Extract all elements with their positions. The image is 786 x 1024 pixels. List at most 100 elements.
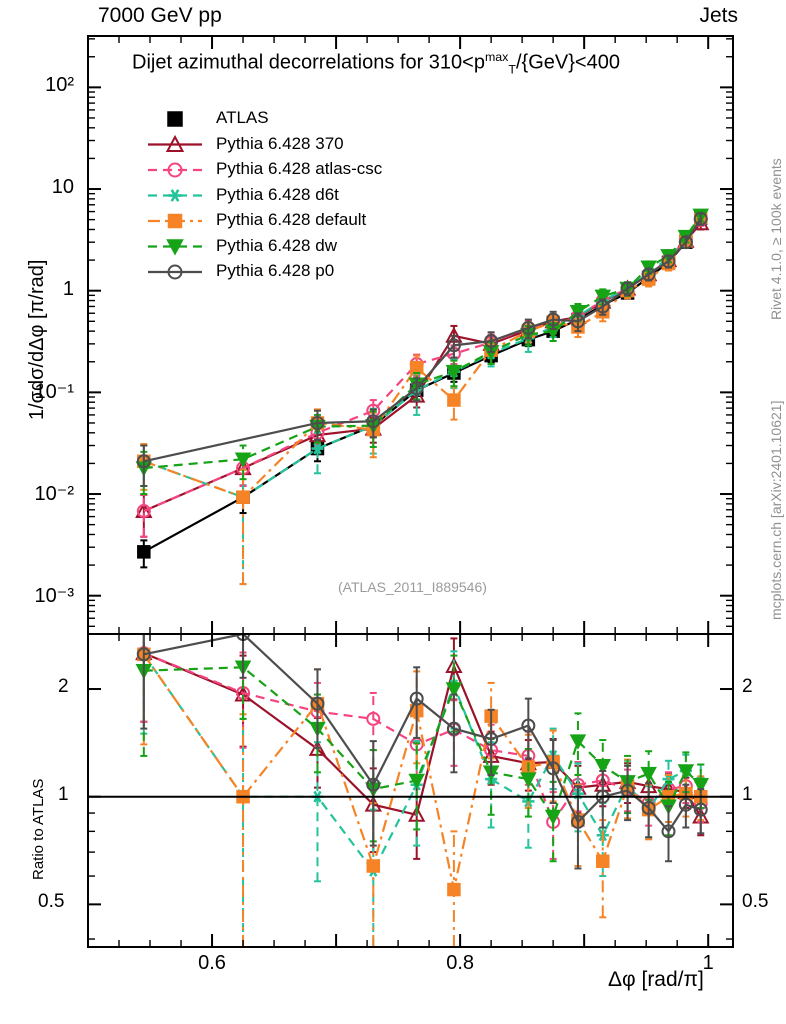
data-point-marker xyxy=(520,772,537,788)
data-point-marker xyxy=(521,718,536,733)
data-point-marker xyxy=(661,254,676,269)
data-point-marker xyxy=(446,338,461,353)
series-line xyxy=(143,214,702,470)
data-point-marker xyxy=(167,213,183,229)
data-point-marker xyxy=(136,504,151,519)
plot-title-main: Dijet azimuthal decorrelations for 310<p xyxy=(132,51,485,74)
data-point-marker xyxy=(366,777,381,792)
ratio-panel-series xyxy=(135,634,710,947)
data-point-marker xyxy=(445,682,463,698)
data-point-marker xyxy=(570,814,585,829)
data-point-marker xyxy=(569,734,587,750)
y-tick-label-main: 10⁻² xyxy=(34,483,74,506)
series-line xyxy=(143,216,702,499)
series-group xyxy=(136,634,708,870)
data-point-marker xyxy=(620,281,635,296)
legend-label-p370[interactable]: Pythia 6.428 370 xyxy=(216,133,344,153)
data-point-marker xyxy=(366,414,381,429)
data-point-marker xyxy=(544,809,562,826)
y-tick-label-main: 10² xyxy=(45,74,74,97)
data-point-marker xyxy=(546,761,561,776)
data-point-marker xyxy=(693,211,708,226)
series-line xyxy=(143,217,702,553)
main-panel-frame xyxy=(87,35,734,635)
y-tick-label-ratio-right: 0.5 xyxy=(742,891,769,913)
data-point-marker xyxy=(641,800,656,815)
data-point-marker xyxy=(661,824,676,839)
legend-label-dw[interactable]: Pythia 6.428 dw xyxy=(216,235,337,255)
data-point-marker xyxy=(678,797,693,812)
data-point-marker xyxy=(409,691,424,706)
series-line xyxy=(142,653,701,890)
data-point-marker xyxy=(484,334,499,349)
analysis-watermark: (ATLAS_2011_I889546) xyxy=(338,579,487,595)
y-tick-label-ratio-right: 1 xyxy=(742,783,753,805)
axes-frame xyxy=(87,35,734,948)
x-tick-label: 1 xyxy=(702,952,714,974)
y-tick-label-main: 10⁻¹ xyxy=(34,381,74,404)
data-point-marker xyxy=(310,696,325,711)
plot-title-tail: /{GeV}<400 xyxy=(515,51,620,74)
x-tick-label: 0.8 xyxy=(446,952,475,974)
y-tick-label-main: 1 xyxy=(62,277,74,300)
data-point-marker xyxy=(409,360,424,375)
data-point-marker xyxy=(136,454,151,469)
series-line xyxy=(142,653,702,874)
data-point-marker xyxy=(484,731,499,746)
plot-title: Dijet azimuthal decorrelations for 310<p… xyxy=(132,50,620,77)
data-point-marker xyxy=(137,545,151,559)
y-tick-label-ratio-left: 2 xyxy=(58,676,69,698)
data-point-marker xyxy=(310,415,325,430)
y-tick-label-ratio-right: 2 xyxy=(742,676,753,698)
series-group xyxy=(135,634,710,860)
data-point-marker xyxy=(546,312,561,327)
data-point-marker xyxy=(445,656,463,673)
data-point-marker xyxy=(692,777,710,794)
data-point-marker xyxy=(366,859,381,873)
series-line xyxy=(143,666,702,820)
data-point-marker xyxy=(570,314,585,329)
y-tick-label-main: 10⁻³ xyxy=(34,584,74,607)
data-point-marker xyxy=(366,711,381,726)
legend-label-d6t[interactable]: Pythia 6.428 d6t xyxy=(216,184,339,204)
data-point-marker xyxy=(311,442,324,455)
data-point-marker xyxy=(136,647,151,662)
data-point-marker xyxy=(166,239,184,256)
data-point-marker xyxy=(594,289,612,305)
series-line xyxy=(143,215,702,499)
main-panel-series xyxy=(135,208,710,586)
y-tick-label-main: 10 xyxy=(51,176,74,199)
plot-title-superscript: max xyxy=(484,50,509,64)
data-point-marker xyxy=(594,759,612,775)
data-point-marker xyxy=(408,773,425,790)
header-beam-label: 7000 GeV pp xyxy=(98,4,222,27)
data-point-marker xyxy=(168,189,182,202)
data-point-marker xyxy=(447,882,461,897)
data-point-marker xyxy=(595,299,610,314)
series-line xyxy=(143,652,702,825)
data-point-marker xyxy=(236,490,250,504)
data-point-marker xyxy=(678,235,693,250)
legend-label-default[interactable]: Pythia 6.428 default xyxy=(216,210,367,229)
legend-label-atlas[interactable]: ATLAS xyxy=(216,108,269,127)
ratio-panel-frame xyxy=(87,633,734,948)
data-point-marker xyxy=(167,111,183,127)
legend-label-atlas_csc[interactable]: Pythia 6.428 atlas-csc xyxy=(216,159,383,178)
data-point-marker xyxy=(446,721,461,736)
data-point-marker xyxy=(234,452,252,468)
y-tick-label-ratio-left: 0.5 xyxy=(38,891,65,913)
series-line xyxy=(143,634,702,834)
data-point-marker xyxy=(165,134,185,152)
y-tick-label-ratio-left: 1 xyxy=(58,783,69,805)
series-group xyxy=(136,211,708,487)
data-point-marker xyxy=(447,393,461,407)
data-point-marker xyxy=(596,854,610,868)
legend-label-p0[interactable]: Pythia 6.428 p0 xyxy=(216,261,335,280)
data-point-marker xyxy=(445,364,463,381)
data-point-marker xyxy=(167,264,183,280)
legend-markers xyxy=(148,111,202,280)
x-tick-label: 0.6 xyxy=(198,952,226,974)
plot-title-subscript: T xyxy=(508,62,516,77)
